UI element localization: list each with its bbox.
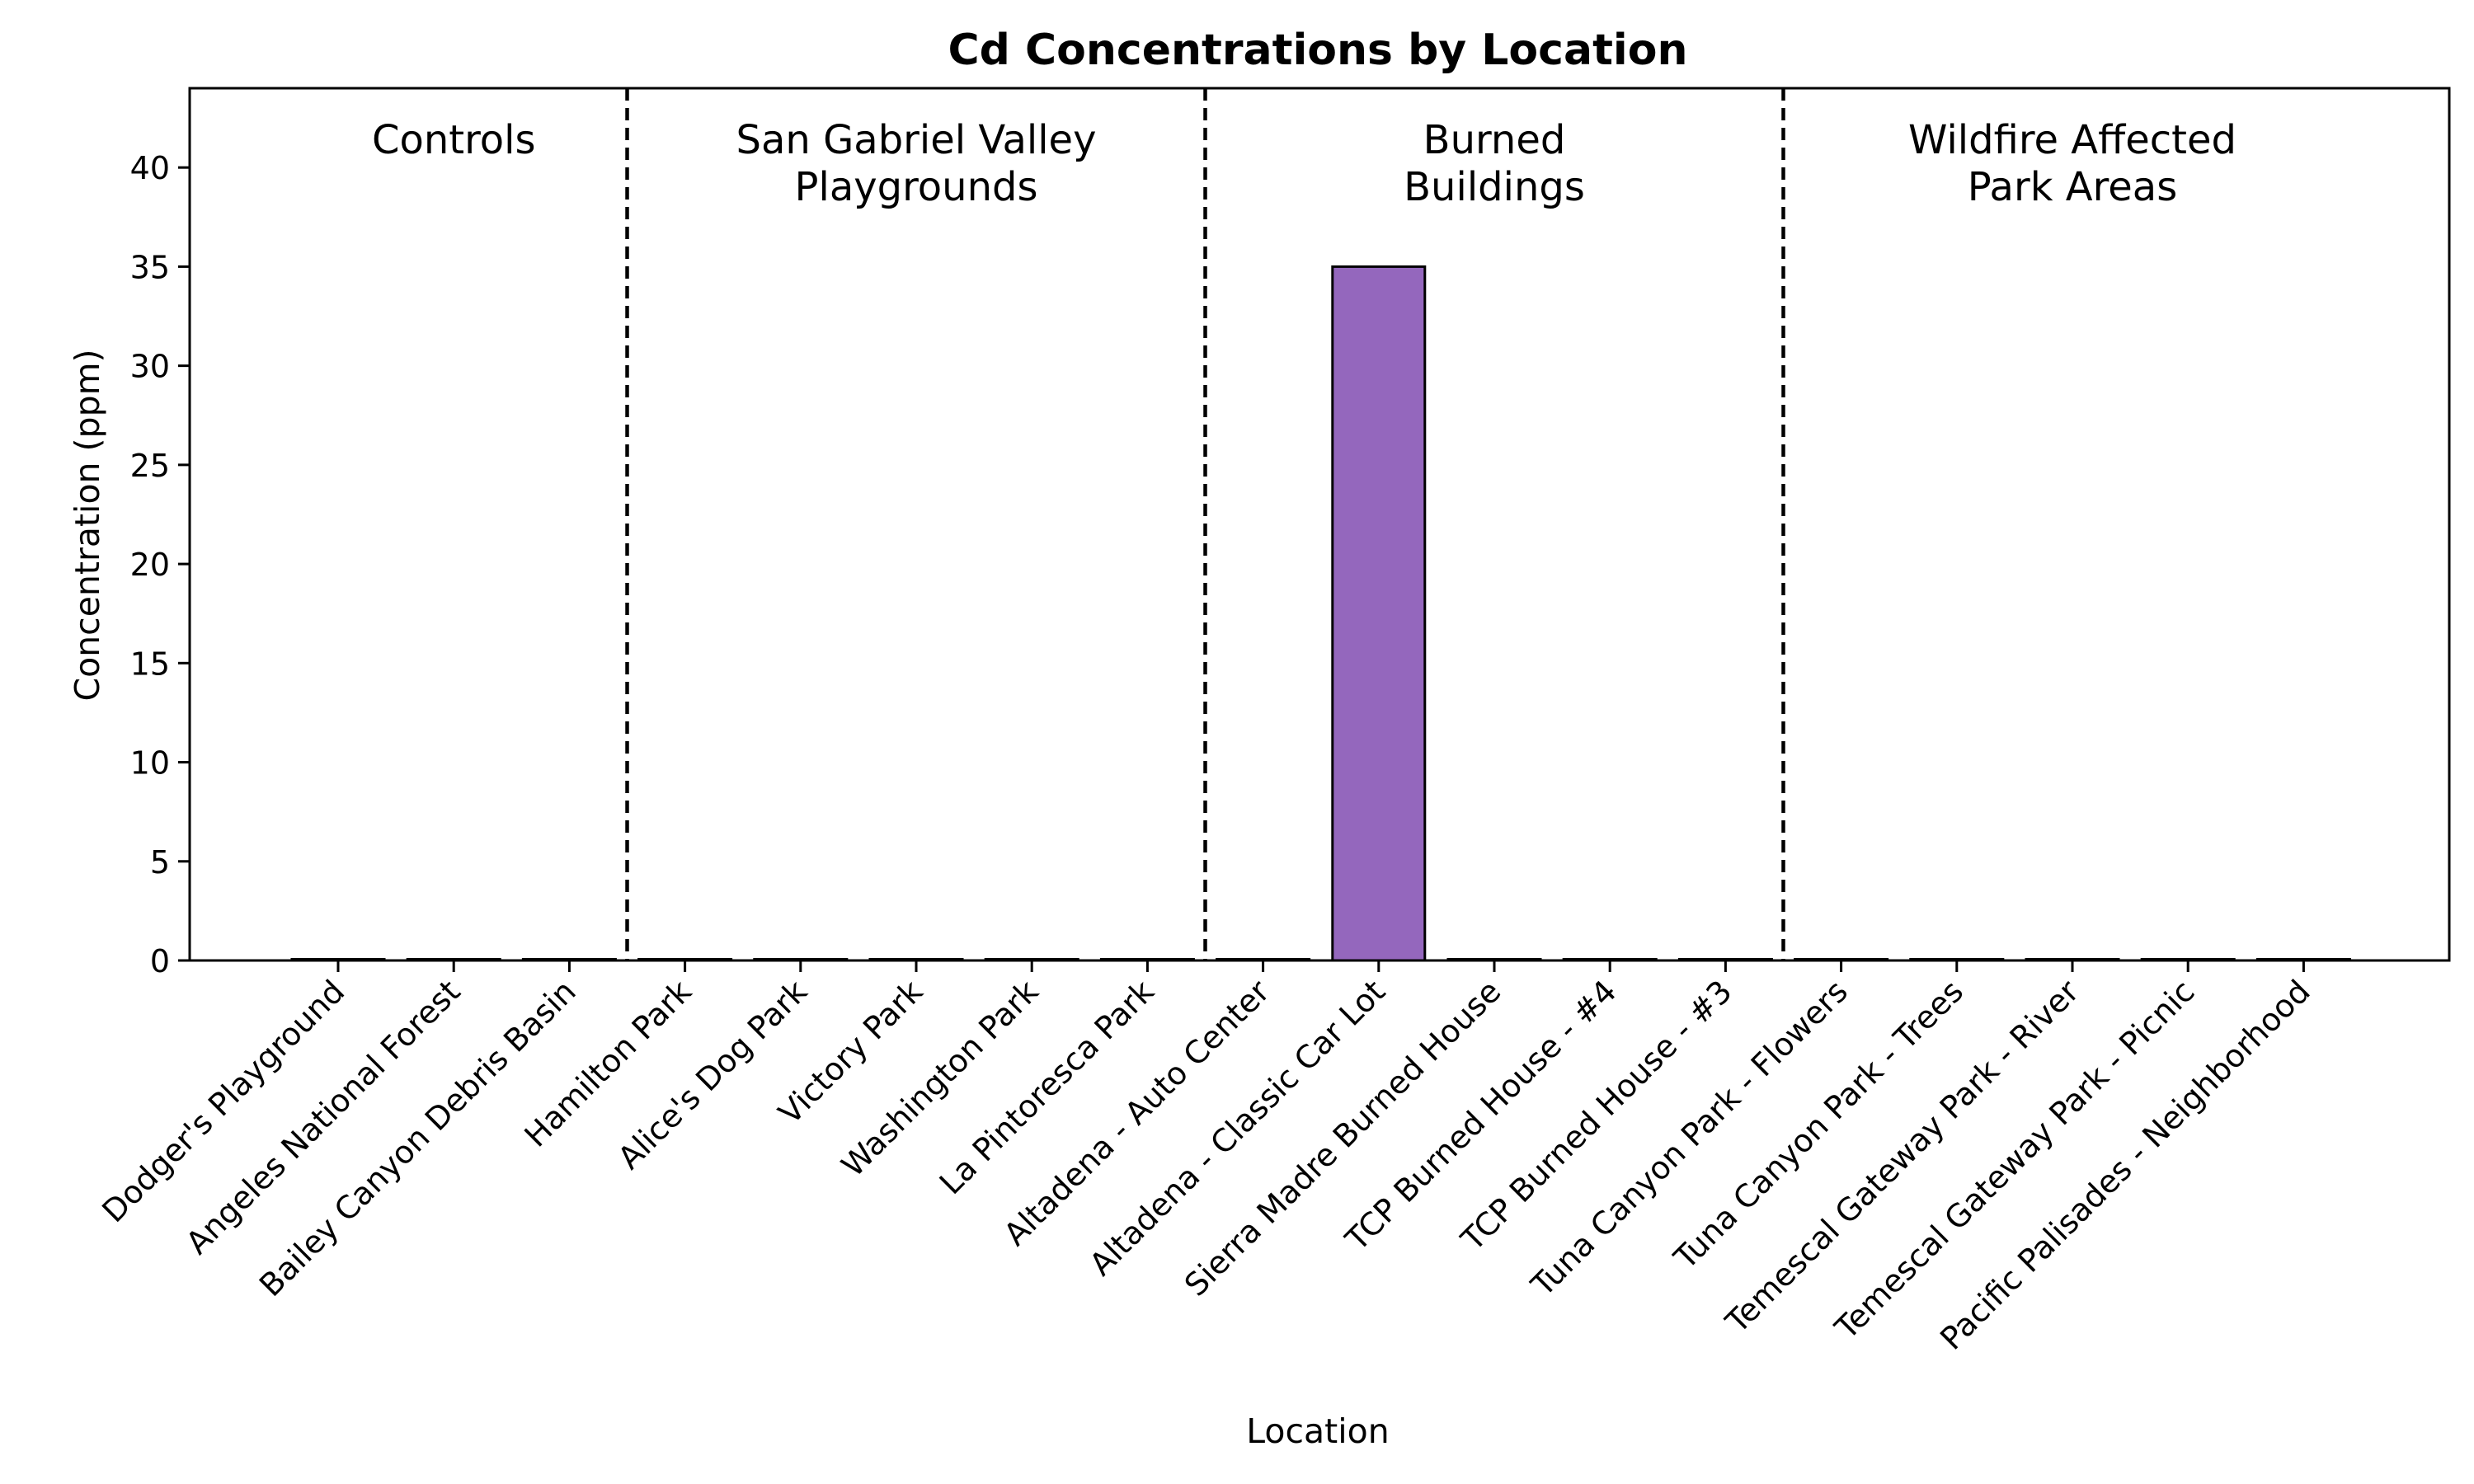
y-tick-label-15: 15 <box>130 646 170 682</box>
y-tick-label-20: 20 <box>130 547 170 583</box>
y-tick-label-25: 25 <box>130 448 170 484</box>
y-tick-label-5: 5 <box>150 844 170 881</box>
y-axis-label: Concentration (ppm) <box>68 349 107 701</box>
y-tick-label-10: 10 <box>130 745 170 782</box>
group-label-0: Controls <box>372 117 536 163</box>
group-label-2: Burned Buildings <box>1404 117 1585 210</box>
group-label-3: Wildfire Affected Park Areas <box>1908 117 2236 210</box>
x-tick-label-7: La Pintoresca Park <box>933 973 1161 1201</box>
bar-9 <box>1331 265 1427 962</box>
y-tick-label-30: 30 <box>130 349 170 385</box>
y-tick-label-40: 40 <box>130 150 170 186</box>
y-tick-label-0: 0 <box>150 943 170 979</box>
chart-title: Cd Concentrations by Location <box>948 26 1688 75</box>
group-label-1: San Gabriel Valley Playgrounds <box>736 117 1097 210</box>
plot-frame <box>188 87 2451 962</box>
x-axis-label: Location <box>1246 1411 1389 1451</box>
plot-area: Controls San Gabriel Valley Playgrounds Bur… <box>95 87 2451 1357</box>
y-tick-label-35: 35 <box>130 249 170 285</box>
x-tick-label-6: Washington Park <box>835 973 1046 1184</box>
